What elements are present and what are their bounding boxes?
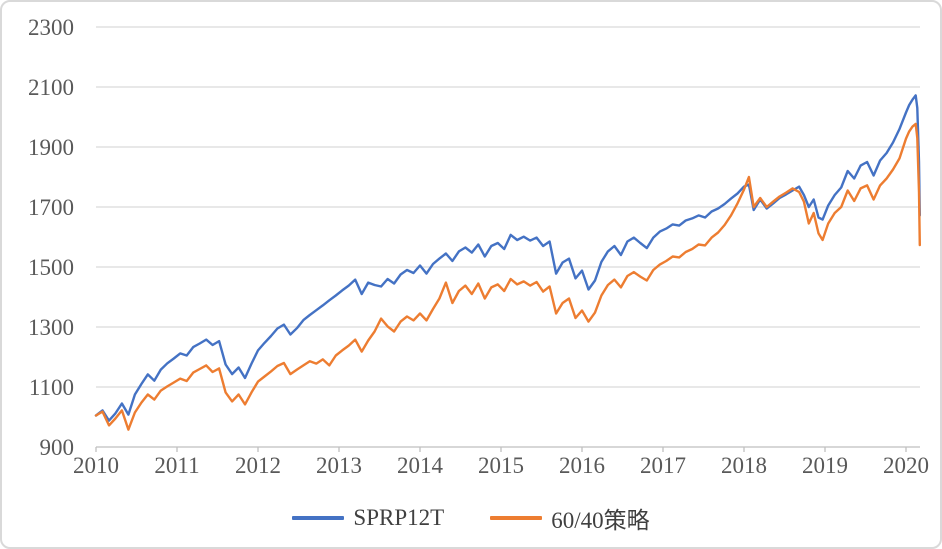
series-line-sprp12t — [94, 94, 921, 422]
x-axis-tick-label-2013: 2013 — [316, 453, 362, 478]
legend-line-marker-orange — [490, 516, 543, 520]
legend-label-sprp12t: SPRP12T — [353, 505, 445, 530]
x-axis-tick-label-2014: 2014 — [397, 453, 444, 478]
x-axis-tick-label-2011: 2011 — [154, 453, 199, 478]
y-axis-tick-label-2100: 2100 — [28, 75, 74, 100]
series-line-6040 — [94, 122, 921, 431]
x-axis-tick-label-2016: 2016 — [559, 453, 605, 478]
x-axis-tick-label-2015: 2015 — [478, 453, 524, 478]
y-axis-tick-label-1100: 1100 — [29, 375, 74, 400]
y-axis-tick-label-1500: 1500 — [28, 255, 74, 280]
legend-item-sprp12t: SPRP12T — [292, 505, 444, 531]
x-axis-tick-label-2018: 2018 — [721, 453, 767, 478]
x-axis-tick-label-2012: 2012 — [235, 453, 281, 478]
x-axis-tick-label-2020: 2020 — [883, 453, 929, 478]
x-axis-tick-label-2019: 2019 — [802, 453, 848, 478]
x-axis-tick-label-2010: 2010 — [73, 453, 119, 478]
legend-line-marker-blue — [292, 516, 345, 520]
y-axis-tick-label-2300: 2300 — [28, 15, 74, 40]
y-axis-tick-label-1300: 1300 — [28, 315, 74, 340]
x-axis-tick-label-2017: 2017 — [640, 453, 686, 478]
legend-item-6040: 60/40策略 — [490, 501, 650, 535]
y-axis-tick-label-1900: 1900 — [28, 135, 74, 160]
legend-label-6040: 60/40策略 — [551, 508, 650, 533]
chart-legend: SPRP12T 60/40策略 — [2, 501, 940, 535]
y-axis-tick-label-1700: 1700 — [28, 195, 74, 220]
y-axis-tick-label-900: 900 — [40, 435, 75, 460]
